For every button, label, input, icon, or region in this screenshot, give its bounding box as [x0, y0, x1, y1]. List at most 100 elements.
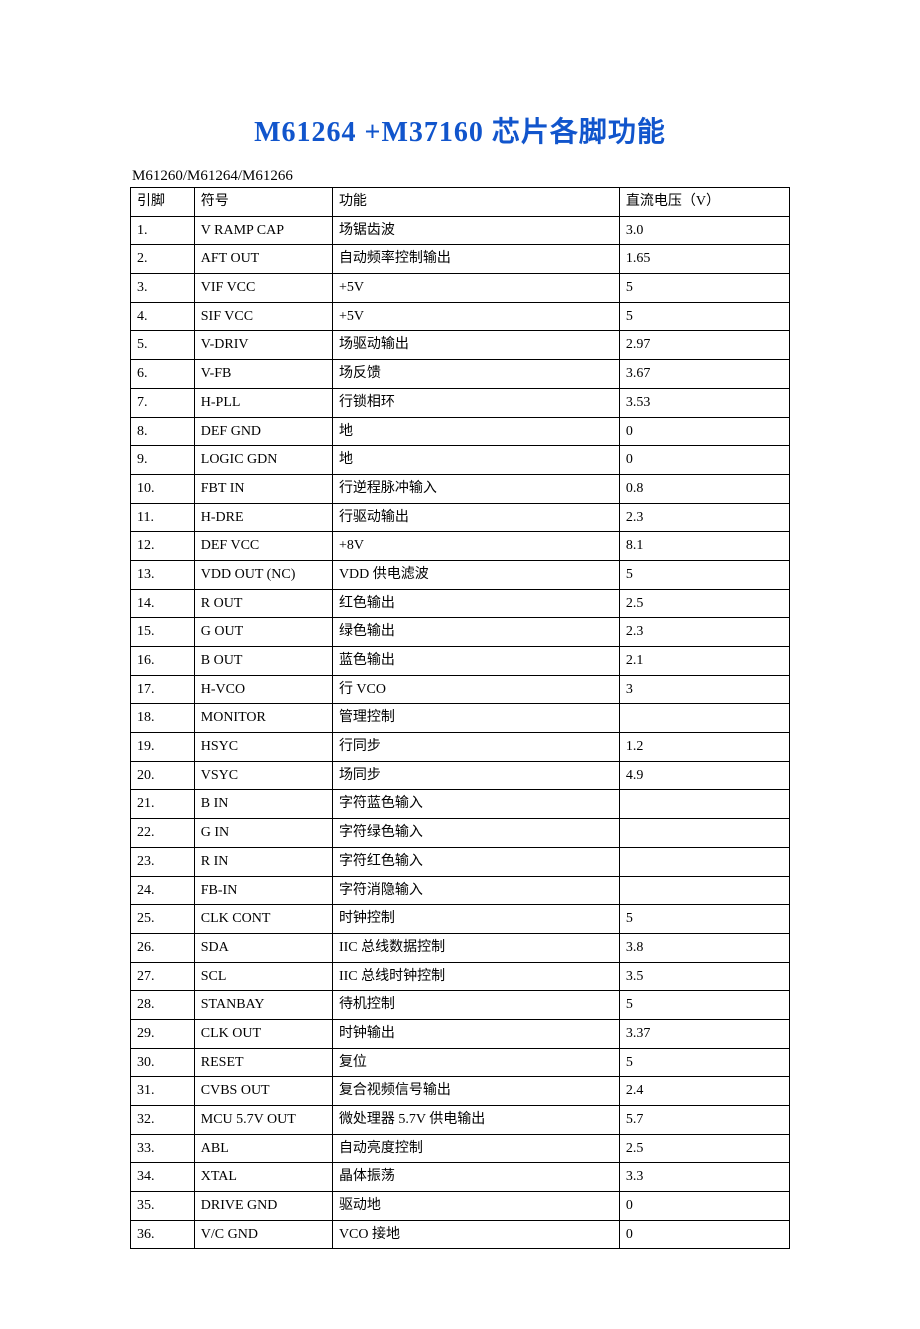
cell-voltage: 3.53: [619, 388, 789, 417]
cell-symbol: G IN: [194, 819, 332, 848]
cell-voltage: 2.97: [619, 331, 789, 360]
table-row: 26.SDA IIC 总线数据控制 3.8: [131, 933, 790, 962]
table-row: 32. MCU 5.7V OUT微处理器 5.7V 供电输出5.7: [131, 1106, 790, 1135]
cell-function: 字符蓝色输入: [332, 790, 619, 819]
cell-voltage: 5: [619, 560, 789, 589]
cell-function: 自动频率控制输出: [332, 245, 619, 274]
cell-voltage: [619, 819, 789, 848]
cell-symbol: SIF VCC: [194, 302, 332, 331]
cell-function: 绿色输出: [332, 618, 619, 647]
table-row: 8.DEF GND地 0: [131, 417, 790, 446]
cell-voltage: [619, 704, 789, 733]
cell-symbol: HSYC: [194, 733, 332, 762]
cell-function: 行驱动输出: [332, 503, 619, 532]
cell-voltage: 3.37: [619, 1019, 789, 1048]
table-row: 23. R IN字符红色输入: [131, 847, 790, 876]
cell-voltage: 2.3: [619, 503, 789, 532]
cell-pin: 21.: [131, 790, 195, 819]
cell-function: 字符消隐输入: [332, 876, 619, 905]
table-row: 27.SCLIIC 总线时钟控制 3.5: [131, 962, 790, 991]
table-row: 17.H-VCO 行 VCO3: [131, 675, 790, 704]
cell-pin: 34.: [131, 1163, 195, 1192]
cell-symbol: FB-IN: [194, 876, 332, 905]
cell-symbol: R OUT: [194, 589, 332, 618]
cell-function: 微处理器 5.7V 供电输出: [332, 1106, 619, 1135]
table-row: 36. V/C GNDVCO 接地0: [131, 1220, 790, 1249]
cell-pin: 31.: [131, 1077, 195, 1106]
table-row: 22.G IN字符绿色输入: [131, 819, 790, 848]
cell-voltage: 5: [619, 274, 789, 303]
table-row: 18.MONITOR管理控制: [131, 704, 790, 733]
cell-symbol: DEF VCC: [194, 532, 332, 561]
cell-pin: 19.: [131, 733, 195, 762]
cell-pin: 24.: [131, 876, 195, 905]
cell-pin: 4.: [131, 302, 195, 331]
cell-pin: 17.: [131, 675, 195, 704]
cell-symbol: SDA: [194, 933, 332, 962]
cell-function: +5V: [332, 302, 619, 331]
cell-voltage: 5: [619, 991, 789, 1020]
cell-pin: 22.: [131, 819, 195, 848]
cell-pin: 28.: [131, 991, 195, 1020]
table-row: 29. CLK OUT时钟输出3.37: [131, 1019, 790, 1048]
cell-voltage: 0: [619, 417, 789, 446]
cell-symbol: VDD OUT (NC): [194, 560, 332, 589]
table-row: 6.V-FB场反馈 3.67: [131, 360, 790, 389]
table-row: 12.DEF VCC+8V 8.1: [131, 532, 790, 561]
cell-symbol: SCL: [194, 962, 332, 991]
pinout-table: 引脚 符号 功能 直流电压（V） 1.V RAMP CAP场锯齿波3.02.AF…: [130, 187, 790, 1249]
cell-symbol: CVBS OUT: [194, 1077, 332, 1106]
cell-voltage: 3.3: [619, 1163, 789, 1192]
cell-voltage: 3.5: [619, 962, 789, 991]
table-row: 25. CLK CONT时钟控制5: [131, 905, 790, 934]
cell-voltage: 5: [619, 905, 789, 934]
table-row: 10. FBT IN行逆程脉冲输入0.8: [131, 474, 790, 503]
cell-function: 行同步: [332, 733, 619, 762]
cell-pin: 36.: [131, 1220, 195, 1249]
cell-function: 复位: [332, 1048, 619, 1077]
cell-pin: 20.: [131, 761, 195, 790]
cell-voltage: 2.1: [619, 647, 789, 676]
cell-symbol: H-DRE: [194, 503, 332, 532]
cell-pin: 14.: [131, 589, 195, 618]
cell-function: 复合视频信号输出: [332, 1077, 619, 1106]
cell-voltage: 3: [619, 675, 789, 704]
cell-function: 时钟输出: [332, 1019, 619, 1048]
cell-function: 时钟控制: [332, 905, 619, 934]
cell-voltage: 0: [619, 446, 789, 475]
cell-pin: 32.: [131, 1106, 195, 1135]
cell-function: 地: [332, 446, 619, 475]
cell-voltage: 2.4: [619, 1077, 789, 1106]
cell-symbol: B OUT: [194, 647, 332, 676]
cell-symbol: MCU 5.7V OUT: [194, 1106, 332, 1135]
cell-function: 蓝色输出: [332, 647, 619, 676]
cell-function: 字符红色输入: [332, 847, 619, 876]
cell-function: 场锯齿波: [332, 216, 619, 245]
cell-voltage: 2.5: [619, 589, 789, 618]
cell-symbol: V-FB: [194, 360, 332, 389]
cell-symbol: H-VCO: [194, 675, 332, 704]
col-header-symbol: 符号: [194, 188, 332, 217]
cell-pin: 1.: [131, 216, 195, 245]
table-row: 20.VSYC场同步 4.9: [131, 761, 790, 790]
cell-pin: 10.: [131, 474, 195, 503]
table-row: 34.XTAL晶体振荡 3.3: [131, 1163, 790, 1192]
cell-function: +8V: [332, 532, 619, 561]
table-row: 19. HSYC行同步1.2: [131, 733, 790, 762]
table-row: 3.VIF VCC+5V 5: [131, 274, 790, 303]
cell-function: 管理控制: [332, 704, 619, 733]
cell-pin: 11.: [131, 503, 195, 532]
cell-symbol: H-PLL: [194, 388, 332, 417]
cell-symbol: XTAL: [194, 1163, 332, 1192]
cell-voltage: 0.8: [619, 474, 789, 503]
cell-voltage: 3.67: [619, 360, 789, 389]
cell-function: 待机控制: [332, 991, 619, 1020]
cell-symbol: AFT OUT: [194, 245, 332, 274]
cell-function: 行逆程脉冲输入: [332, 474, 619, 503]
cell-voltage: 3.8: [619, 933, 789, 962]
cell-pin: 12.: [131, 532, 195, 561]
cell-pin: 25.: [131, 905, 195, 934]
cell-pin: 16.: [131, 647, 195, 676]
cell-symbol: STANBAY: [194, 991, 332, 1020]
cell-symbol: G OUT: [194, 618, 332, 647]
